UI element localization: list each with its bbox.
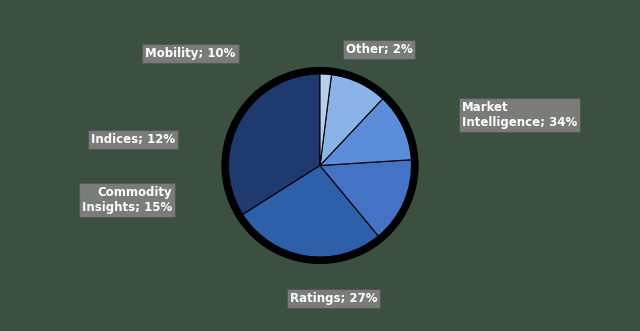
Wedge shape bbox=[320, 75, 383, 166]
Wedge shape bbox=[320, 74, 332, 166]
Wedge shape bbox=[320, 160, 412, 236]
Text: Mobility; 10%: Mobility; 10% bbox=[145, 47, 236, 60]
Text: Market
Intelligence; 34%: Market Intelligence; 34% bbox=[462, 101, 577, 129]
Text: Other; 2%: Other; 2% bbox=[346, 43, 412, 56]
Text: Ratings; 27%: Ratings; 27% bbox=[290, 292, 378, 305]
Wedge shape bbox=[243, 166, 378, 257]
Text: Commodity
Insights; 15%: Commodity Insights; 15% bbox=[81, 186, 172, 214]
Wedge shape bbox=[228, 74, 320, 214]
Circle shape bbox=[222, 68, 418, 263]
Wedge shape bbox=[320, 99, 412, 166]
Text: Indices; 12%: Indices; 12% bbox=[92, 133, 175, 146]
